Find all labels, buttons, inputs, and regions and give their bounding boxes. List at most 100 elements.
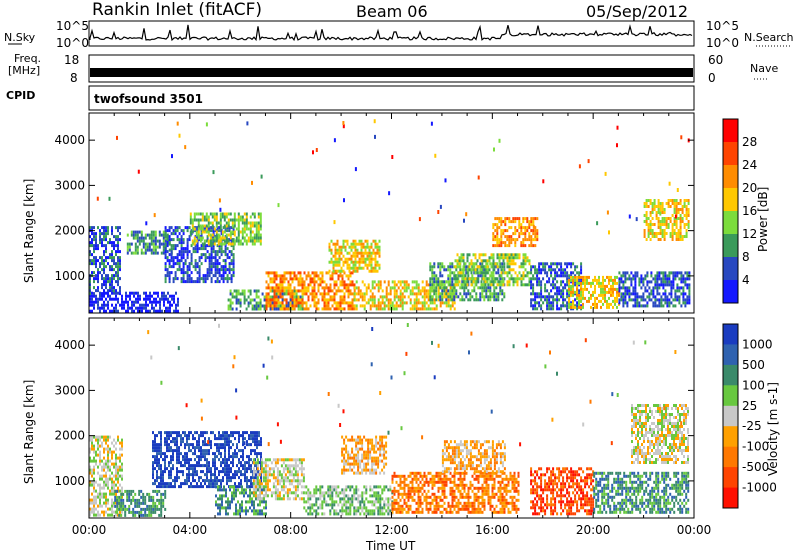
heatmap-cell bbox=[313, 298, 316, 302]
heatmap-cell bbox=[336, 260, 339, 264]
heatmap-cell bbox=[375, 307, 378, 311]
heatmap-cell bbox=[115, 459, 117, 463]
heatmap-cell bbox=[307, 274, 310, 278]
heatmap-cell bbox=[536, 307, 539, 311]
heatmap-cell bbox=[269, 298, 272, 302]
heatmap-cell bbox=[211, 221, 214, 225]
heatmap-cell bbox=[600, 287, 602, 291]
heatmap-cell bbox=[251, 242, 254, 246]
heatmap-cell bbox=[275, 283, 278, 287]
heatmap-cell bbox=[291, 307, 294, 311]
heatmap-cell bbox=[99, 462, 101, 466]
heatmap-cell bbox=[576, 265, 579, 269]
heatmap-cell bbox=[220, 452, 222, 456]
heatmap-cell bbox=[335, 283, 338, 287]
heatmap-cell bbox=[119, 474, 121, 478]
heatmap-cell bbox=[459, 286, 462, 290]
heatmap-cell bbox=[237, 236, 240, 240]
heatmap-cell bbox=[97, 471, 99, 475]
heatmap-cell bbox=[435, 298, 438, 302]
heatmap-cell bbox=[666, 280, 669, 284]
heatmap-cell bbox=[289, 283, 292, 287]
heatmap-cell bbox=[220, 277, 223, 281]
heatmap-cell bbox=[259, 227, 262, 231]
heatmap-cell bbox=[502, 232, 505, 236]
heatmap-cell bbox=[166, 235, 169, 239]
heatmap-cell bbox=[188, 280, 191, 284]
heatmap-cell bbox=[115, 289, 117, 293]
heatmap-cell bbox=[281, 277, 284, 281]
heatmap-cell bbox=[216, 467, 218, 471]
heatmap-cell bbox=[454, 280, 457, 284]
heatmap-cell bbox=[232, 259, 235, 263]
heatmap-cell bbox=[658, 283, 661, 287]
heatmap-cell bbox=[664, 298, 667, 302]
heatmap-cell bbox=[574, 278, 576, 282]
heatmap-cell bbox=[504, 223, 507, 227]
heatmap-cell bbox=[139, 306, 141, 310]
heatmap-cell bbox=[134, 242, 137, 246]
heatmap-cell bbox=[105, 492, 107, 496]
heatmap-cell bbox=[654, 298, 657, 302]
heatmap-cell bbox=[89, 447, 91, 451]
heatmap-cell bbox=[618, 277, 621, 281]
heatmap-cell bbox=[522, 256, 525, 260]
heatmap-cell bbox=[103, 277, 105, 281]
heatmap-cell bbox=[107, 306, 109, 310]
heatmap-cell bbox=[453, 274, 456, 278]
heatmap-cell bbox=[431, 277, 434, 281]
heatmap-cell bbox=[672, 277, 675, 281]
heatmap-cell bbox=[671, 214, 674, 217]
heatmap-cell bbox=[119, 459, 121, 463]
heatmap-cell bbox=[580, 296, 582, 300]
heatmap-cell bbox=[210, 226, 213, 230]
heatmap-cell bbox=[411, 289, 414, 293]
heatmap-cell bbox=[119, 510, 121, 514]
heatmap-cell bbox=[506, 259, 509, 263]
heatmap-cell bbox=[461, 274, 464, 278]
heatmap-cell bbox=[342, 269, 345, 273]
heatmap-cell bbox=[218, 437, 220, 441]
heatmap-cell bbox=[279, 307, 282, 311]
heatmap-cell bbox=[164, 239, 167, 243]
heatmap-cell bbox=[91, 294, 93, 298]
heatmap-cell bbox=[221, 230, 224, 234]
heatmap-cell bbox=[148, 504, 151, 508]
heatmap-cell bbox=[451, 301, 454, 305]
heatmap-cell bbox=[107, 501, 109, 505]
heatmap-cell bbox=[188, 473, 190, 477]
heatmap-cell bbox=[354, 242, 357, 246]
heatmap-cell bbox=[210, 467, 212, 471]
heatmap-cell bbox=[546, 304, 549, 308]
heatmap-cell bbox=[101, 256, 103, 260]
heatmap-cell bbox=[667, 199, 670, 202]
heatmap-cell bbox=[275, 286, 278, 290]
heatmap-cell bbox=[111, 507, 113, 511]
heatmap-cell bbox=[265, 292, 268, 296]
heatmap-cell bbox=[453, 307, 456, 311]
heatmap-cell bbox=[103, 235, 105, 239]
heatmap-cell bbox=[441, 280, 444, 284]
heatmap-cell bbox=[175, 291, 177, 295]
heatmap-cell bbox=[370, 266, 373, 270]
heatmap-cell bbox=[423, 295, 426, 299]
heatmap-cell bbox=[361, 280, 364, 284]
heatmap-cell bbox=[231, 295, 234, 299]
heatmap-cell bbox=[99, 498, 101, 502]
heatmap-cell bbox=[501, 289, 504, 293]
heatmap-cell bbox=[192, 265, 195, 269]
heatmap-cell bbox=[441, 274, 444, 278]
heatmap-cell bbox=[668, 181, 671, 186]
heatmap-cell bbox=[231, 224, 234, 228]
heatmap-cell bbox=[156, 245, 159, 249]
heatmap-cell bbox=[675, 211, 678, 214]
heatmap-cell bbox=[378, 263, 381, 267]
heatmap-cell bbox=[111, 450, 113, 454]
heatmap-cell bbox=[588, 296, 590, 300]
heatmap-cell bbox=[683, 223, 686, 226]
heatmap-cell bbox=[524, 283, 527, 287]
heatmap-cell bbox=[241, 236, 244, 240]
heatmap-cell bbox=[249, 227, 252, 231]
colorbar-tick-label: 16 bbox=[742, 204, 757, 218]
heatmap-cell bbox=[169, 294, 171, 298]
